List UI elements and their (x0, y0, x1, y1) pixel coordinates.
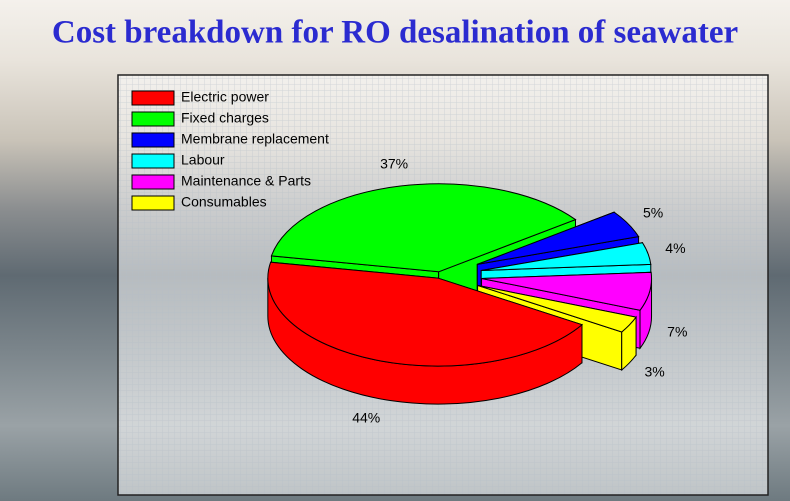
data-label: 44% (352, 409, 380, 425)
data-label: 4% (665, 240, 685, 256)
data-label: 5% (643, 204, 663, 220)
legend-label: Consumables (181, 194, 267, 210)
legend-swatch (132, 175, 174, 189)
legend-swatch (132, 112, 174, 126)
chart: Cost breakdown for RO desalination of se… (0, 0, 790, 501)
legend-swatch (132, 154, 174, 168)
data-label: 37% (380, 155, 408, 171)
legend-label: Labour (181, 152, 225, 168)
legend-label: Maintenance & Parts (181, 173, 311, 189)
legend-swatch (132, 133, 174, 147)
legend-label: Electric power (181, 89, 269, 105)
legend-label: Fixed charges (181, 110, 269, 126)
chart-title: Cost breakdown for RO desalination of se… (52, 15, 738, 51)
legend-swatch (132, 196, 174, 210)
page: Cost breakdown for RO desalination of se… (0, 0, 790, 501)
legend-label: Membrane replacement (181, 131, 329, 147)
legend-swatch (132, 91, 174, 105)
data-label: 3% (644, 363, 664, 379)
data-label: 7% (667, 324, 687, 340)
